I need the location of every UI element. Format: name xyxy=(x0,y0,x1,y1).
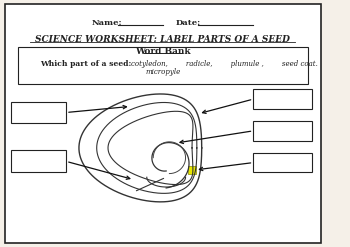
FancyBboxPatch shape xyxy=(188,165,196,174)
FancyBboxPatch shape xyxy=(253,89,312,109)
Text: SCIENCE WORKSHEET: LABEL PARTS OF A SEED: SCIENCE WORKSHEET: LABEL PARTS OF A SEED xyxy=(35,35,290,44)
FancyBboxPatch shape xyxy=(253,153,312,172)
Text: Date:: Date: xyxy=(176,19,201,27)
FancyBboxPatch shape xyxy=(253,121,312,141)
Text: cotyledon,        radicle,        plumule ,        seed coat.: cotyledon, radicle, plumule , seed coat. xyxy=(131,61,317,68)
FancyBboxPatch shape xyxy=(18,47,308,84)
FancyBboxPatch shape xyxy=(11,102,66,124)
Text: Word Bank: Word Bank xyxy=(135,47,191,56)
Text: micropyle: micropyle xyxy=(145,68,181,76)
Text: Which part of a seed:: Which part of a seed: xyxy=(40,61,132,68)
FancyBboxPatch shape xyxy=(5,4,321,243)
FancyBboxPatch shape xyxy=(11,150,66,172)
Text: Name:: Name: xyxy=(92,19,122,27)
